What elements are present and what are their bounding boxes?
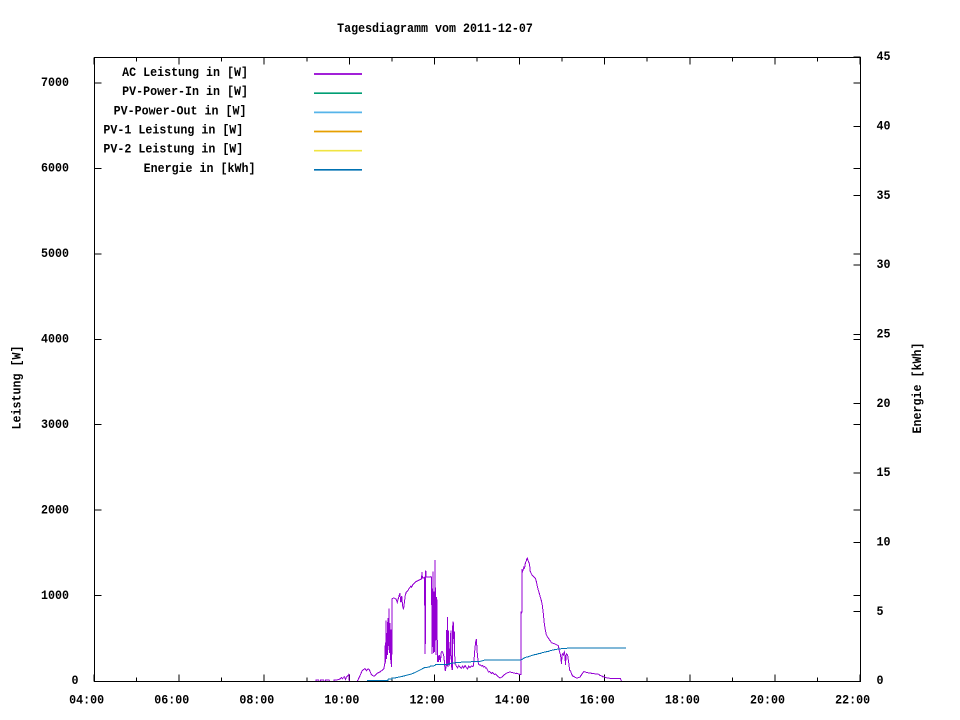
svg-text:AC Leistung in [W]: AC Leistung in [W] (122, 66, 248, 81)
svg-text:14:00: 14:00 (495, 693, 530, 708)
svg-text:6000: 6000 (41, 161, 69, 176)
svg-text:PV-1 Leistung in [W]: PV-1 Leistung in [W] (103, 123, 243, 138)
svg-text:PV-Power-Out in [W]: PV-Power-Out in [W] (114, 104, 247, 119)
svg-text:30: 30 (877, 258, 891, 273)
svg-text:2000: 2000 (41, 503, 69, 518)
svg-text:7000: 7000 (41, 76, 69, 91)
svg-text:1000: 1000 (41, 588, 69, 603)
svg-text:Energie in [kWh]: Energie in [kWh] (144, 161, 256, 176)
svg-text:20: 20 (877, 396, 891, 411)
svg-text:20:00: 20:00 (750, 693, 785, 708)
svg-text:10:00: 10:00 (324, 693, 359, 708)
svg-text:22:00: 22:00 (835, 693, 870, 708)
svg-text:3000: 3000 (41, 417, 69, 432)
svg-text:25: 25 (877, 327, 891, 342)
svg-text:06:00: 06:00 (154, 693, 189, 708)
svg-text:45: 45 (877, 50, 891, 65)
svg-text:10: 10 (877, 535, 891, 550)
svg-text:16:00: 16:00 (580, 693, 615, 708)
svg-text:40: 40 (877, 119, 891, 134)
svg-text:Tagesdiagramm vom 2011-12-07: Tagesdiagramm vom 2011-12-07 (337, 21, 533, 36)
svg-text:08:00: 08:00 (239, 693, 274, 708)
svg-text:35: 35 (877, 188, 891, 203)
svg-text:PV-2 Leistung in [W]: PV-2 Leistung in [W] (103, 142, 243, 157)
svg-text:0: 0 (71, 674, 78, 689)
svg-text:PV-Power-In in [W]: PV-Power-In in [W] (122, 85, 248, 100)
svg-text:15: 15 (877, 466, 891, 481)
svg-text:5000: 5000 (41, 247, 69, 262)
svg-text:Leistung [W]: Leistung [W] (10, 346, 25, 430)
svg-text:12:00: 12:00 (410, 693, 445, 708)
svg-text:04:00: 04:00 (69, 693, 104, 708)
svg-text:Energie [kWh]: Energie [kWh] (911, 343, 926, 434)
svg-text:0: 0 (877, 674, 884, 689)
svg-text:4000: 4000 (41, 332, 69, 347)
svg-text:18:00: 18:00 (665, 693, 700, 708)
svg-text:5: 5 (877, 604, 884, 619)
